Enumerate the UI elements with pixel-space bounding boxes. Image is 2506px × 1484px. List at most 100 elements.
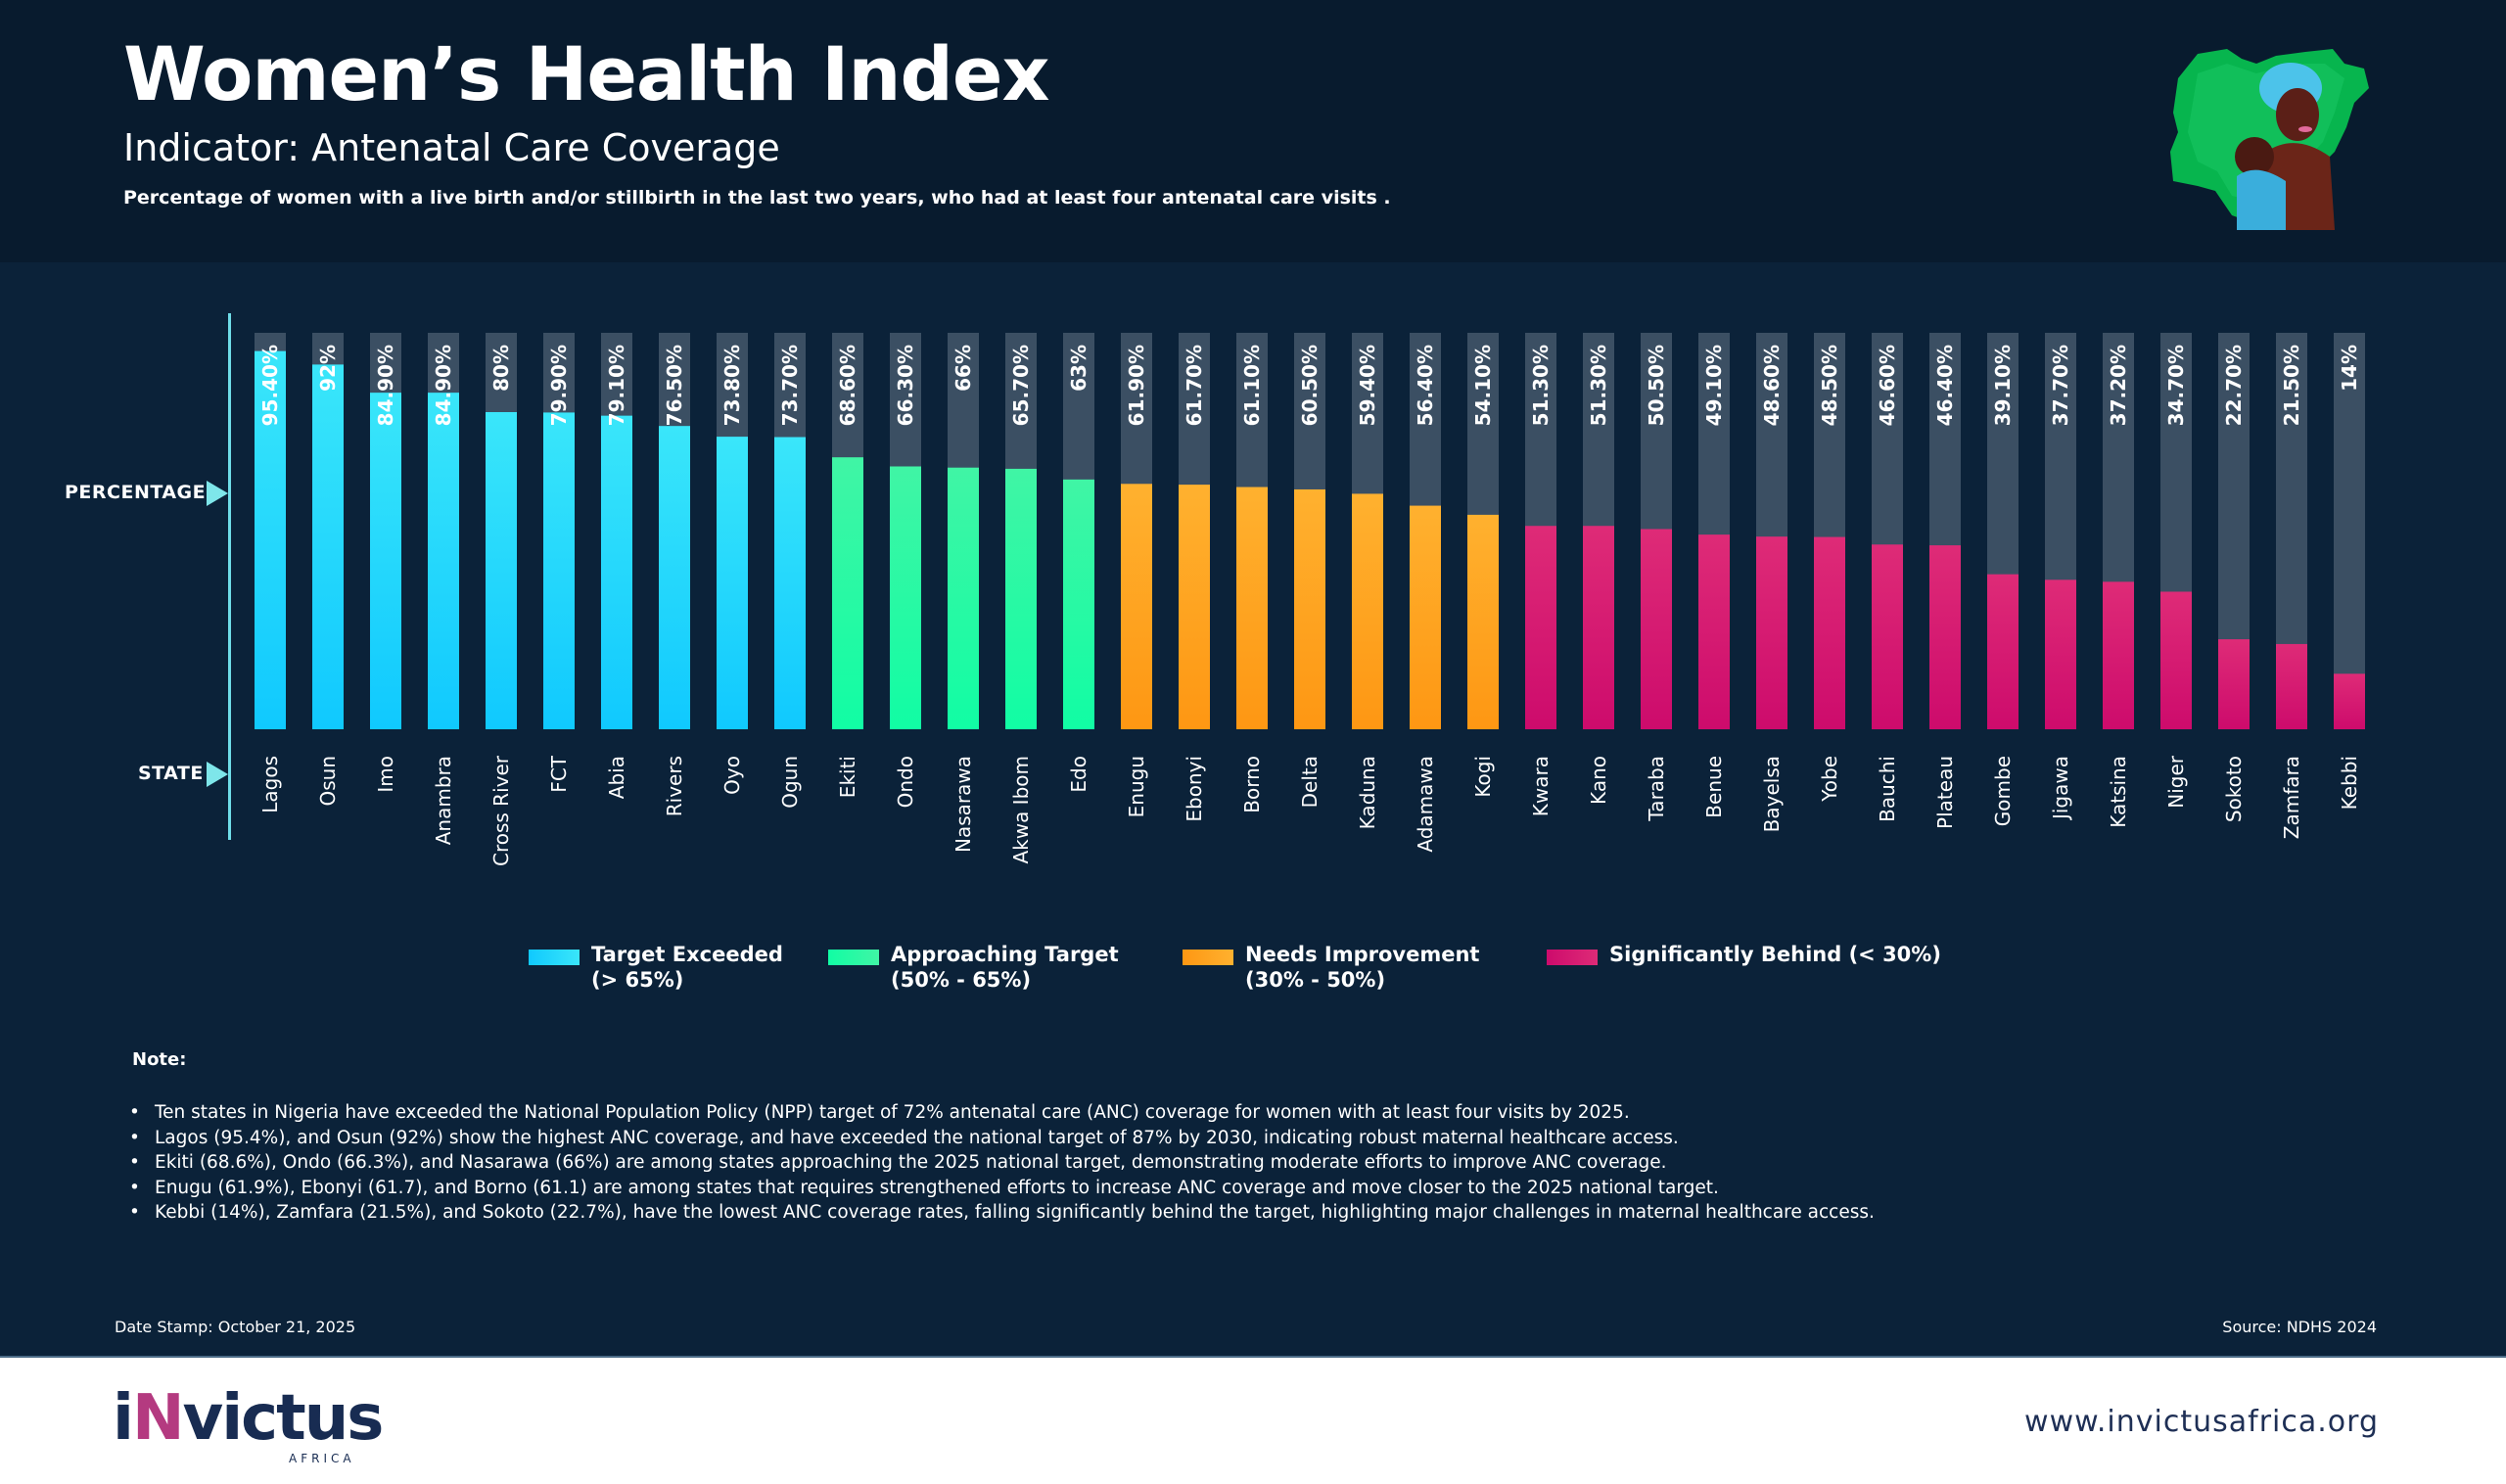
bar-kaduna bbox=[1352, 493, 1383, 729]
state-tick-label: Abia bbox=[605, 756, 628, 799]
bar-imo bbox=[370, 393, 401, 729]
legend-item-target-exceeded: Target Exceeded (> 65%) bbox=[529, 942, 783, 993]
bar-group: 37.20% Katsina bbox=[2103, 333, 2134, 828]
bar-kano bbox=[1583, 526, 1614, 729]
bar-akwa-ibom bbox=[1005, 468, 1037, 729]
notes-title: Note: bbox=[132, 1049, 187, 1070]
note-text: Ten states in Nigeria have exceeded the … bbox=[155, 1102, 1630, 1123]
note-text: Kebbi (14%), Zamfara (21.5%), and Sokoto… bbox=[155, 1202, 1875, 1223]
bar-group: 84.90% Anambra bbox=[428, 333, 459, 845]
bar-kebbi bbox=[2334, 673, 2365, 729]
state-tick-label: Nasarawa bbox=[951, 756, 975, 853]
bar-group: 22.70% Sokoto bbox=[2218, 333, 2250, 822]
chart-legend: Target Exceeded (> 65%) Approaching Target… bbox=[0, 942, 2506, 1000]
bar-gombe bbox=[1987, 574, 2019, 729]
bar-group: 46.40% Plateau bbox=[1929, 333, 1961, 829]
mother-child-map-illustration bbox=[2170, 49, 2369, 230]
bars-layer: 95.40% Lagos 92% Osun 84.90% Imo 84.90% Anambra… bbox=[255, 333, 2365, 866]
bullet-icon: • bbox=[129, 1152, 140, 1173]
value-label: 84.90% bbox=[432, 345, 455, 426]
bar-nasarawa bbox=[948, 467, 979, 729]
bar-group: 56.40% Adamawa bbox=[1410, 333, 1441, 853]
legend-label: Significantly Behind (< 30%) bbox=[1609, 943, 1941, 966]
value-label: 14% bbox=[2338, 345, 2361, 392]
note-item: • Ten states in Nigeria have exceeded the… bbox=[127, 1100, 1875, 1126]
value-label: 63% bbox=[1067, 345, 1091, 392]
value-label: 80% bbox=[489, 345, 513, 392]
bar-benue bbox=[1698, 534, 1730, 729]
value-label: 51.30% bbox=[1529, 345, 1553, 426]
value-label: 46.40% bbox=[1933, 345, 1957, 426]
note-text: Lagos (95.4%), and Osun (92%) show the h… bbox=[155, 1127, 1679, 1148]
bar-bauchi bbox=[1872, 544, 1903, 729]
value-label: 84.90% bbox=[374, 345, 397, 426]
bar-group: 66% Nasarawa bbox=[948, 333, 979, 853]
bar-katsina bbox=[2103, 581, 2134, 729]
note-text: Enugu (61.9%), Ebonyi (61.7), and Borno … bbox=[155, 1177, 1719, 1198]
legend-item-significantly-behind: Significantly Behind (< 30%) bbox=[1547, 942, 1941, 967]
legend-label: Needs Improvement (30% - 50%) bbox=[1245, 943, 1480, 992]
value-label: 37.20% bbox=[2107, 345, 2130, 426]
logo-wordmark: iNvictus bbox=[113, 1382, 384, 1455]
bar-group: 37.70% Jigawa bbox=[2045, 333, 2076, 821]
state-tick-label: Rivers bbox=[663, 756, 686, 816]
bar-group: 63% Edo bbox=[1063, 333, 1094, 793]
y-axis-label: PERCENTAGE bbox=[65, 482, 207, 503]
value-label: 54.10% bbox=[1471, 345, 1495, 426]
invictus-africa-logo[interactable]: iNvictus AFRICA bbox=[113, 1382, 384, 1465]
bar-group: 49.10% Benue bbox=[1698, 333, 1730, 818]
state-tick-label: Benue bbox=[1702, 756, 1726, 818]
value-label: 66.30% bbox=[894, 345, 917, 426]
legend-swatch bbox=[828, 950, 879, 965]
x-axis-label: STATE bbox=[138, 763, 204, 784]
bar-plateau bbox=[1929, 545, 1961, 729]
bar-group: 48.60% Bayelsa bbox=[1756, 333, 1787, 832]
bar-group: 54.10% Kogi bbox=[1467, 333, 1499, 798]
bar-group: 61.70% Ebonyi bbox=[1179, 333, 1210, 822]
value-label: 48.50% bbox=[1818, 345, 1841, 426]
bar-taraba bbox=[1641, 529, 1672, 729]
bar-group: 61.90% Enugu bbox=[1121, 333, 1152, 817]
data-source: Source: NDHS 2024 bbox=[2222, 1318, 2377, 1336]
value-label: 37.70% bbox=[2049, 345, 2072, 426]
bar-edo bbox=[1063, 479, 1094, 729]
bar-group: 60.50% Delta bbox=[1294, 333, 1325, 808]
state-tick-label: Kebbi bbox=[2338, 756, 2361, 810]
bar-niger bbox=[2160, 591, 2192, 729]
value-label: 79.90% bbox=[547, 345, 571, 426]
website-link[interactable]: www.invictusafrica.org bbox=[2024, 1405, 2379, 1439]
baby-wrap bbox=[2237, 169, 2286, 230]
state-tick-label: Kogi bbox=[1471, 756, 1495, 798]
bullet-icon: • bbox=[129, 1127, 140, 1148]
note-item: • Enugu (61.9%), Ebonyi (61.7), and Borno… bbox=[127, 1176, 1875, 1201]
bar-group: 76.50% Rivers bbox=[659, 333, 690, 816]
value-label: 61.10% bbox=[1240, 345, 1264, 426]
state-tick-label: Delta bbox=[1298, 756, 1322, 808]
chart-axis-line bbox=[228, 313, 231, 840]
bar-fct bbox=[543, 412, 575, 729]
value-label: 39.10% bbox=[1991, 345, 2015, 426]
bar-kwara bbox=[1525, 526, 1556, 729]
value-label: 65.70% bbox=[1009, 345, 1033, 426]
state-tick-label: Sokoto bbox=[2222, 756, 2246, 822]
bar-group: 21.50% Zamfara bbox=[2276, 333, 2307, 839]
bar-group: 92% Osun bbox=[312, 333, 344, 807]
x-axis-arrow-icon bbox=[207, 762, 228, 787]
header: Women’s Health Index Indicator: Antenata… bbox=[0, 0, 2506, 262]
bar-group: 46.60% Bauchi bbox=[1872, 333, 1903, 822]
bar-group: 65.70% Akwa Ibom bbox=[1005, 333, 1037, 864]
bar-yobe bbox=[1814, 536, 1845, 729]
state-tick-label: Borno bbox=[1240, 756, 1264, 813]
bar-enugu bbox=[1121, 484, 1152, 729]
state-tick-label: Yobe bbox=[1818, 756, 1841, 803]
value-label: 50.50% bbox=[1645, 345, 1668, 426]
value-label: 60.50% bbox=[1298, 345, 1322, 426]
state-tick-label: Osun bbox=[316, 756, 340, 807]
state-tick-label: Gombe bbox=[1991, 756, 2015, 826]
state-tick-label: Imo bbox=[374, 756, 397, 793]
bar-borno bbox=[1236, 487, 1268, 729]
legend-item-needs-improvement: Needs Improvement (30% - 50%) bbox=[1183, 942, 1479, 993]
page-title: Women’s Health Index bbox=[123, 30, 1049, 117]
state-tick-label: Ebonyi bbox=[1183, 756, 1206, 822]
